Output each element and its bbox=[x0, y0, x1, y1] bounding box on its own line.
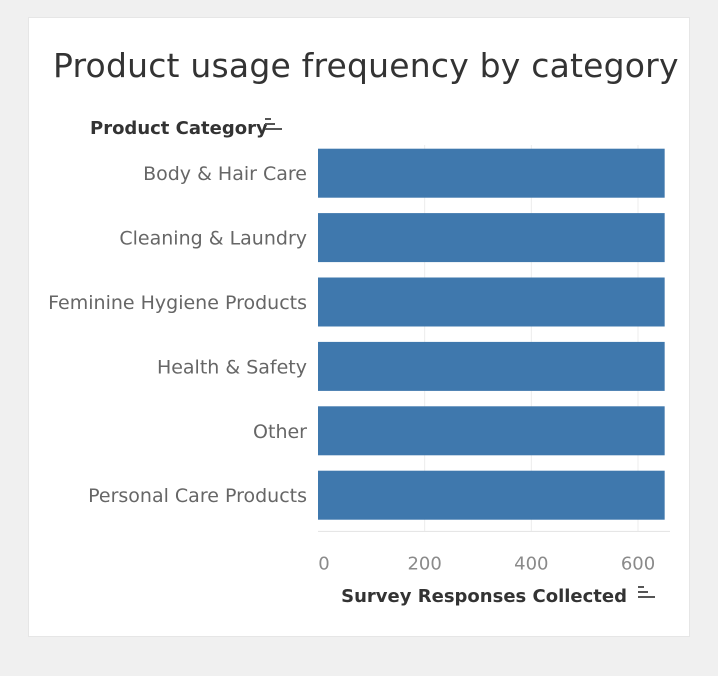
bars bbox=[318, 148, 665, 520]
category-label: Other bbox=[253, 421, 307, 443]
x-tick-label: 400 bbox=[514, 553, 548, 574]
y-axis-title: Product Category bbox=[90, 118, 268, 139]
bar[interactable] bbox=[318, 470, 665, 520]
chart-card: Product usage frequency by category bbox=[28, 17, 690, 637]
category-label: Health & Safety bbox=[157, 356, 307, 378]
category-label: Cleaning & Laundry bbox=[119, 228, 307, 250]
category-label: Body & Hair Care bbox=[143, 163, 307, 185]
category-label: Feminine Hygiene Products bbox=[48, 292, 307, 314]
category-labels: Body & Hair Care Cleaning & Laundry Femini… bbox=[48, 163, 307, 507]
bar[interactable] bbox=[318, 406, 665, 456]
bar[interactable] bbox=[318, 148, 665, 198]
chart-title: Product usage frequency by category bbox=[53, 46, 679, 85]
category-label: Personal Care Products bbox=[88, 485, 307, 507]
x-tick-label: 600 bbox=[621, 553, 655, 574]
bar[interactable] bbox=[318, 277, 665, 327]
x-tick-label: 200 bbox=[407, 553, 441, 574]
bar[interactable] bbox=[318, 213, 665, 263]
grid-lines bbox=[424, 145, 639, 532]
x-tick-label: 0 bbox=[318, 553, 329, 574]
sort-descending-icon[interactable] bbox=[638, 586, 655, 598]
sort-descending-icon[interactable] bbox=[265, 118, 282, 130]
x-axis-title: Survey Responses Collected bbox=[341, 586, 627, 607]
bar[interactable] bbox=[318, 341, 665, 391]
x-axis-ticks: 0 200 400 600 bbox=[318, 530, 670, 574]
